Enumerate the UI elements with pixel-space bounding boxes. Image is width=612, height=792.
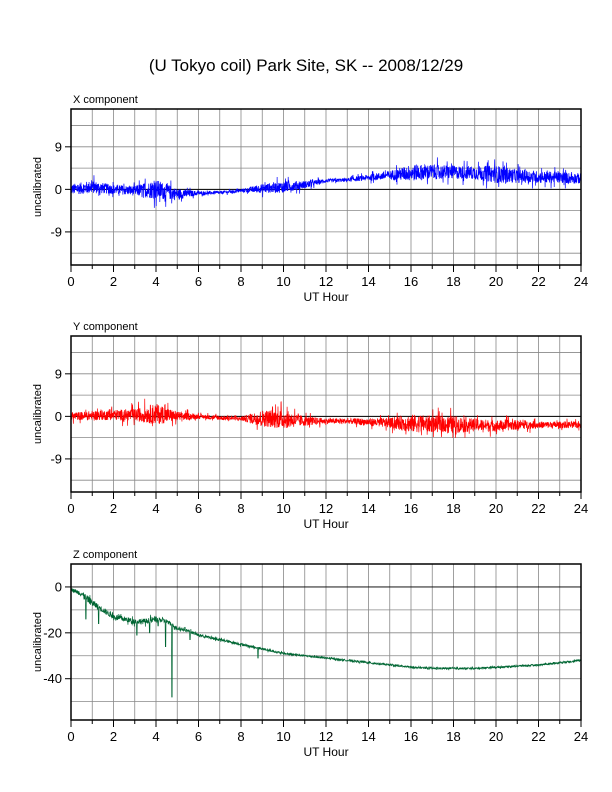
panel-title: Z component xyxy=(73,549,137,561)
x-tick-label: 18 xyxy=(446,729,460,744)
x-tick-label: 4 xyxy=(152,729,159,744)
page-title: (U Tokyo coil) Park Site, SK -- 2008/12/… xyxy=(148,56,464,75)
y-tick-label: -9 xyxy=(50,451,62,466)
x-axis-label: UT Hour xyxy=(303,745,348,759)
x-tick-label: 14 xyxy=(361,274,375,289)
x-tick-label: 16 xyxy=(404,729,418,744)
x-axis-label: UT Hour xyxy=(303,290,348,304)
x-tick-label: 22 xyxy=(531,274,545,289)
x-tick-label: 2 xyxy=(110,501,117,516)
y-tick-label: -9 xyxy=(50,224,62,239)
y-tick-label: -40 xyxy=(43,671,62,686)
x-tick-label: 24 xyxy=(574,274,588,289)
y-tick-label: 0 xyxy=(55,409,62,424)
y-tick-label: 0 xyxy=(55,579,62,594)
x-tick-label: 0 xyxy=(67,501,74,516)
x-tick-label: 18 xyxy=(446,501,460,516)
x-tick-label: 0 xyxy=(67,729,74,744)
x-tick-label: 8 xyxy=(237,729,244,744)
x-tick-label: 20 xyxy=(489,274,503,289)
x-tick-label: 22 xyxy=(531,729,545,744)
panel-title: Y component xyxy=(73,321,138,333)
x-tick-label: 0 xyxy=(67,274,74,289)
panel-title: X component xyxy=(73,94,138,106)
y-axis-label: uncalibrated xyxy=(32,612,44,672)
y-tick-label: 9 xyxy=(55,366,62,381)
x-tick-label: 10 xyxy=(276,501,290,516)
x-tick-label: 24 xyxy=(574,729,588,744)
x-tick-label: 8 xyxy=(237,274,244,289)
data-trace-x xyxy=(70,157,582,208)
x-axis-label: UT Hour xyxy=(303,517,348,531)
data-trace-z xyxy=(70,588,582,698)
y-axis-label: uncalibrated xyxy=(32,157,44,217)
x-tick-label: 2 xyxy=(110,274,117,289)
x-tick-label: 20 xyxy=(489,501,503,516)
data-trace-y xyxy=(70,398,582,438)
y-tick-label: 0 xyxy=(55,182,62,197)
x-tick-label: 6 xyxy=(195,501,202,516)
x-tick-label: 16 xyxy=(404,274,418,289)
x-tick-label: 8 xyxy=(237,501,244,516)
x-tick-label: 10 xyxy=(276,274,290,289)
x-tick-label: 12 xyxy=(319,501,333,516)
y-axis-label: uncalibrated xyxy=(32,384,44,444)
x-tick-label: 14 xyxy=(361,501,375,516)
x-tick-label: 6 xyxy=(195,274,202,289)
y-tick-label: 9 xyxy=(55,139,62,154)
x-tick-label: 22 xyxy=(531,501,545,516)
y-tick-label: -20 xyxy=(43,625,62,640)
x-tick-label: 12 xyxy=(319,729,333,744)
x-tick-label: 12 xyxy=(319,274,333,289)
x-tick-label: 14 xyxy=(361,729,375,744)
x-tick-label: 4 xyxy=(152,501,159,516)
x-tick-label: 24 xyxy=(574,501,588,516)
x-tick-label: 18 xyxy=(446,274,460,289)
x-tick-label: 2 xyxy=(110,729,117,744)
x-tick-label: 6 xyxy=(195,729,202,744)
x-tick-label: 4 xyxy=(152,274,159,289)
x-tick-label: 10 xyxy=(276,729,290,744)
x-tick-label: 20 xyxy=(489,729,503,744)
x-tick-label: 16 xyxy=(404,501,418,516)
